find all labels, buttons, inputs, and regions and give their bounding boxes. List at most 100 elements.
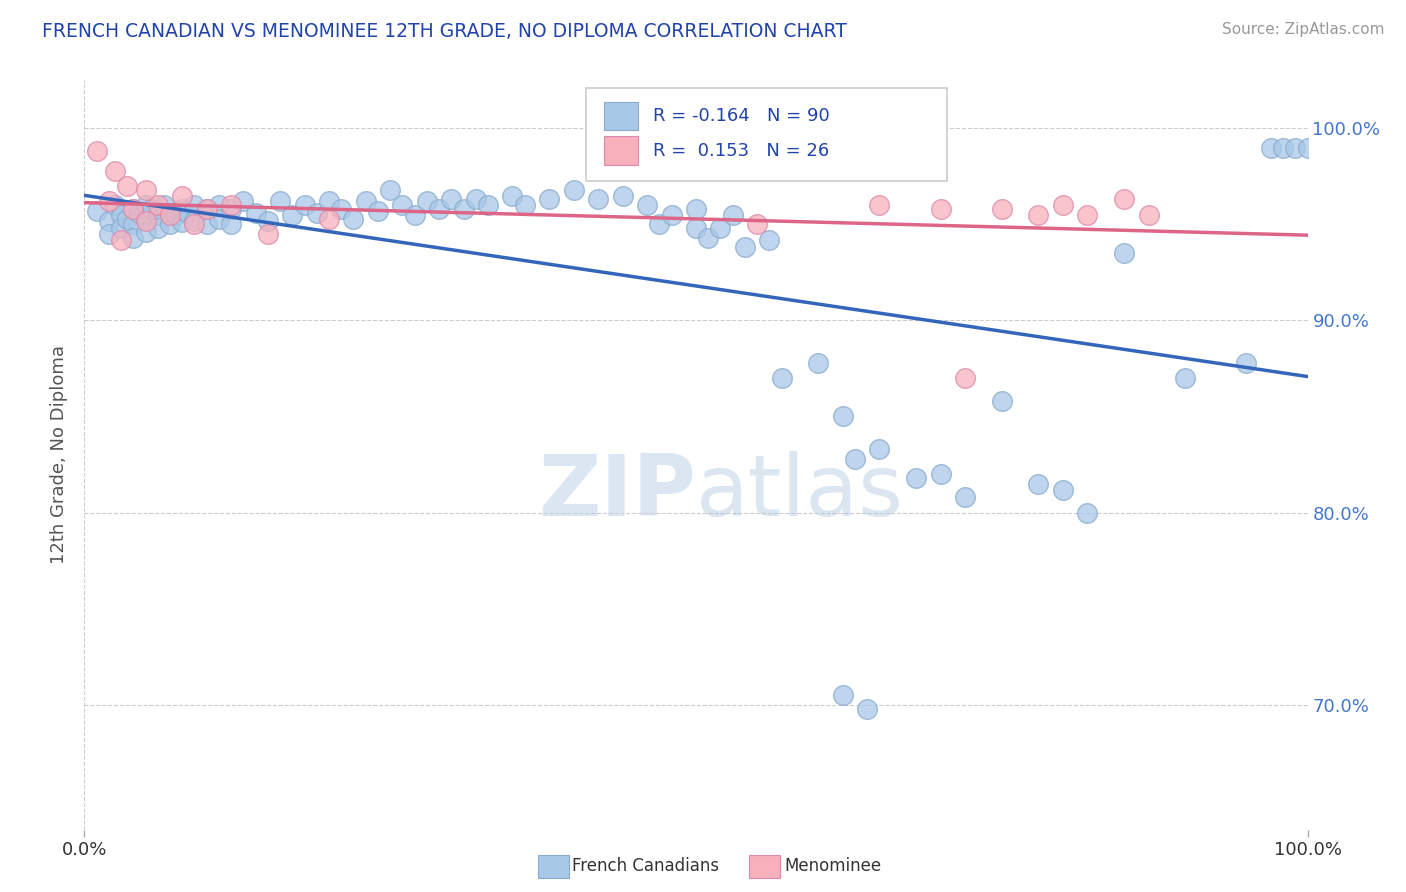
Point [122, 231, 145, 245]
Point [153, 198, 176, 212]
Point [97, 213, 120, 227]
Point [86, 203, 108, 218]
Point [734, 240, 756, 254]
Point [416, 194, 439, 209]
Point [869, 442, 891, 457]
Point [869, 198, 891, 212]
Point [367, 203, 389, 218]
Point [257, 227, 280, 241]
Point [453, 202, 475, 216]
Point [97, 227, 120, 241]
Point [538, 193, 561, 207]
Point [141, 202, 163, 216]
Point [219, 202, 242, 216]
Point [245, 206, 267, 220]
Point [1114, 193, 1136, 207]
FancyBboxPatch shape [586, 87, 946, 181]
Text: atlas: atlas [696, 450, 904, 534]
Point [122, 202, 145, 216]
Point [404, 208, 426, 222]
Point [110, 221, 132, 235]
Point [721, 208, 744, 222]
Point [135, 183, 157, 197]
Point [1174, 371, 1197, 385]
Point [685, 221, 707, 235]
Point [831, 409, 853, 424]
Y-axis label: 12th Grade, No Diploma: 12th Grade, No Diploma [49, 345, 67, 565]
Point [612, 188, 634, 202]
Text: FRENCH CANADIAN VS MENOMINEE 12TH GRADE, NO DIPLOMA CORRELATION CHART: FRENCH CANADIAN VS MENOMINEE 12TH GRADE,… [42, 22, 846, 41]
Point [427, 202, 450, 216]
Point [1052, 483, 1074, 497]
Point [97, 194, 120, 209]
Point [159, 208, 181, 222]
Point [513, 198, 536, 212]
Point [172, 215, 194, 229]
Point [502, 188, 524, 202]
Point [1076, 506, 1098, 520]
Point [709, 221, 731, 235]
Point [636, 198, 658, 212]
Point [195, 218, 218, 232]
Point [464, 193, 486, 207]
Point [232, 194, 254, 209]
Bar [605, 136, 638, 165]
Point [1052, 198, 1074, 212]
Point [380, 183, 402, 197]
Point [219, 218, 242, 232]
Point [122, 202, 145, 216]
Point [342, 211, 364, 226]
Point [269, 194, 291, 209]
Point [685, 202, 707, 216]
Point [183, 218, 205, 232]
Point [747, 218, 769, 232]
Point [86, 145, 108, 159]
Point [562, 183, 585, 197]
Point [661, 208, 683, 222]
Point [159, 218, 181, 232]
Point [104, 198, 127, 212]
Point [318, 211, 340, 226]
Point [305, 206, 328, 220]
Point [146, 208, 169, 222]
Point [953, 371, 976, 385]
Point [648, 218, 671, 232]
Point [844, 451, 866, 466]
Point [104, 163, 127, 178]
Point [391, 198, 413, 212]
Point [697, 231, 720, 245]
Text: R = -0.164   N = 90: R = -0.164 N = 90 [654, 107, 830, 125]
Point [172, 188, 194, 202]
Point [991, 202, 1014, 216]
Point [195, 202, 218, 216]
Point [128, 206, 150, 220]
Text: Menominee: Menominee [785, 857, 882, 875]
Point [758, 233, 780, 247]
Bar [605, 102, 638, 130]
Point [281, 208, 304, 222]
Point [1028, 208, 1050, 222]
Point [110, 233, 132, 247]
Point [586, 193, 609, 207]
Point [110, 208, 132, 222]
Point [770, 371, 793, 385]
Point [1076, 208, 1098, 222]
Point [257, 213, 280, 227]
Point [831, 688, 853, 702]
Point [929, 202, 952, 216]
Point [1284, 140, 1306, 154]
Point [477, 198, 499, 212]
Point [165, 208, 187, 222]
Point [183, 213, 205, 227]
Point [1236, 356, 1258, 370]
Point [135, 211, 157, 226]
Point [953, 490, 976, 504]
Point [294, 198, 316, 212]
Point [330, 202, 353, 216]
Point [807, 356, 830, 370]
Point [135, 198, 157, 212]
Point [135, 213, 157, 227]
Point [195, 202, 218, 216]
Point [354, 194, 377, 209]
Point [122, 218, 145, 232]
